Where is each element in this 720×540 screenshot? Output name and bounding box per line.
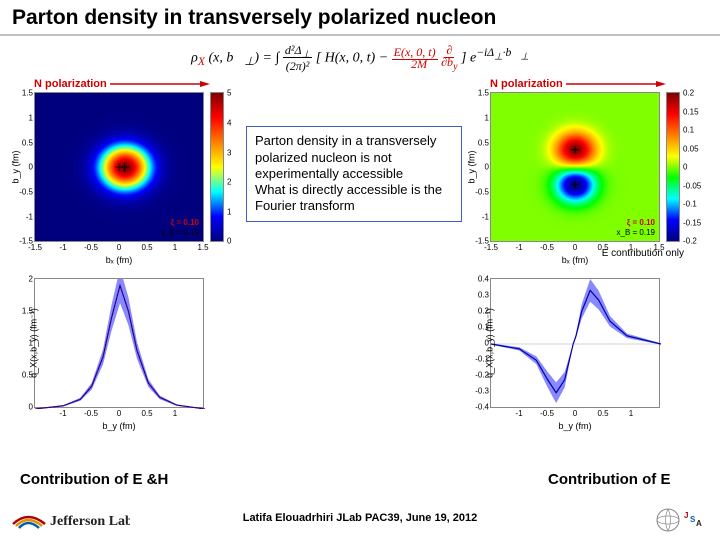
n-polarization-label-left: N polarization — [34, 78, 244, 90]
explanation-box: Parton density in a transversely polariz… — [246, 126, 462, 221]
jlab-text: Jefferson Lab — [50, 514, 130, 529]
left-column: N polarization b_y (fm) bₓ (fm) -1.5-1-0… — [34, 78, 244, 408]
jlab-logo: Jefferson Lab — [10, 506, 130, 534]
slide-title: Parton density in transversely polarized… — [0, 0, 720, 36]
axis-label: bₓ (fm) — [35, 255, 203, 265]
left-lineplot: q_X(x,b_y) (fm⁻¹) b_y (fm) -1-0.500.51 0… — [34, 278, 204, 408]
axis-label: b_y (fm) — [491, 421, 659, 431]
equation: ρX (x, b⃗⊥) = ∫ d²Δ⊥(2π)² [ H(x, 0, t) −… — [0, 36, 720, 78]
axis-label: b_y (fm) — [35, 421, 203, 431]
svg-text:J: J — [684, 511, 688, 520]
left-heatmap: b_y (fm) bₓ (fm) -1.5-1-0.500.511.5 -1.5… — [34, 92, 244, 242]
jsa-logo: J S A — [656, 506, 710, 534]
e-contribution-label: E contribution only — [602, 248, 684, 259]
colorbar: 012345 — [210, 92, 224, 242]
right-column: N polarization b_y (fm) bₓ (fm) -1.5-1-0… — [490, 78, 700, 408]
plot-annotation: ξ = 0.10 x_B = 0.19 — [161, 218, 199, 237]
caption-left: Contribution of E &H — [20, 471, 168, 488]
plot-annotation: ξ = 0.10 x_B = 0.19 — [617, 218, 655, 237]
n-polarization-label-right: N polarization — [490, 78, 700, 90]
colorbar: -0.2-0.15-0.1-0.0500.050.10.150.2 — [666, 92, 680, 242]
right-heatmap: b_y (fm) bₓ (fm) -1.5-1-0.500.511.5 -1.5… — [490, 92, 700, 242]
content-area: N polarization b_y (fm) bₓ (fm) -1.5-1-0… — [0, 78, 720, 498]
caption-right: Contribution of E — [548, 471, 670, 488]
svg-text:A: A — [696, 519, 702, 528]
right-lineplot: q_X(x,b_y) (fm⁻¹) b_y (fm) -1-0.500.51 -… — [490, 278, 660, 408]
